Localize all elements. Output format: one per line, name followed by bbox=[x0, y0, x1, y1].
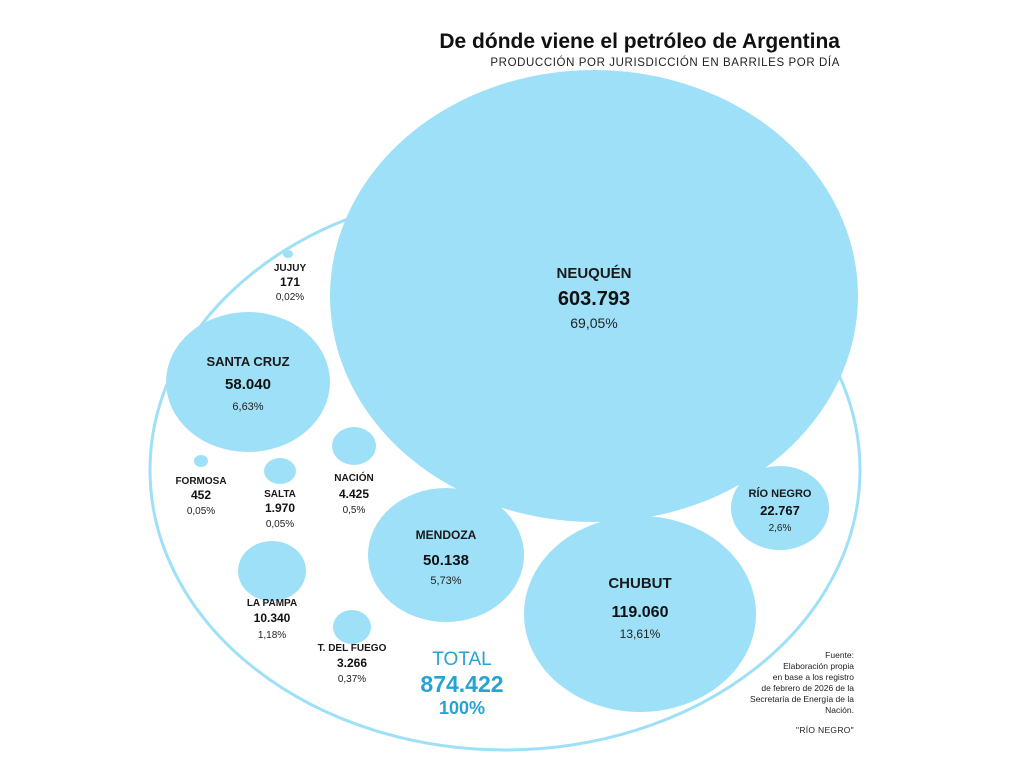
total-label: TOTAL bbox=[432, 649, 491, 670]
bubble-chubut bbox=[524, 516, 756, 712]
bubble-jujuy bbox=[283, 250, 293, 258]
bubble-neuquen bbox=[330, 70, 858, 522]
label-pct-mendoza: 5,73% bbox=[430, 575, 461, 587]
label-value-jujuy: 171 bbox=[280, 275, 300, 289]
label-pct-jujuy: 0,02% bbox=[276, 292, 304, 303]
label-name-neuquen: NEUQUÉN bbox=[556, 265, 631, 282]
source-line: Secretaría de Energía de la bbox=[750, 694, 854, 704]
label-name-jujuy: JUJUY bbox=[274, 263, 307, 274]
source-line: Fuente: bbox=[825, 650, 854, 660]
label-pct-salta: 0,05% bbox=[266, 519, 294, 530]
label-value-formosa: 452 bbox=[191, 488, 211, 502]
bubble-rionegro bbox=[731, 466, 829, 550]
label-name-mendoza: MENDOZA bbox=[416, 528, 477, 542]
label-pct-santacruz: 6,63% bbox=[232, 401, 263, 413]
label-pct-formosa: 0,05% bbox=[187, 506, 215, 517]
bubble-santacruz bbox=[166, 312, 330, 452]
bubble-tdelfuego bbox=[333, 610, 371, 644]
label-pct-chubut: 13,61% bbox=[620, 627, 661, 641]
label-name-rionegro: RÍO NEGRO bbox=[749, 487, 812, 500]
source-line: en base a los registro bbox=[772, 672, 854, 682]
bubble-salta bbox=[264, 458, 296, 484]
bubble-formosa bbox=[194, 455, 208, 467]
total-group: TOTAL 874.422 100% bbox=[420, 649, 503, 718]
source-line: Elaboración propia bbox=[783, 661, 854, 671]
label-name-tdelfuego: T. DEL FUEGO bbox=[318, 643, 387, 654]
label-name-nacion: NACIÓN bbox=[334, 471, 373, 484]
label-name-santacruz: SANTA CRUZ bbox=[206, 354, 289, 369]
total-value: 874.422 bbox=[420, 671, 503, 697]
label-value-mendoza: 50.138 bbox=[423, 552, 469, 569]
label-value-tdelfuego: 3.266 bbox=[337, 656, 367, 670]
label-value-santacruz: 58.040 bbox=[225, 376, 271, 393]
label-pct-neuquen: 69,05% bbox=[570, 315, 617, 331]
bubble-nacion bbox=[332, 427, 376, 465]
bubble-lapampa bbox=[238, 541, 306, 601]
source-tag: "RÍO NEGRO" bbox=[796, 725, 854, 735]
label-value-nacion: 4.425 bbox=[339, 487, 369, 501]
source-line: de febrero de 2026 de la bbox=[761, 683, 854, 693]
label-pct-rionegro: 2,6% bbox=[769, 523, 792, 534]
label-name-lapampa: LA PAMPA bbox=[247, 598, 297, 609]
label-pct-nacion: 0,5% bbox=[343, 505, 366, 516]
chart-title: De dónde viene el petróleo de Argentina bbox=[439, 30, 840, 53]
label-value-lapampa: 10.340 bbox=[254, 611, 291, 625]
total-pct: 100% bbox=[439, 698, 485, 718]
label-value-chubut: 119.060 bbox=[612, 604, 669, 621]
label-value-rionegro: 22.767 bbox=[760, 503, 800, 518]
labels-group: NEUQUÉN 603.793 69,05% CHUBUT 119.060 13,61% S… bbox=[175, 263, 811, 685]
chart-subtitle: PRODUCCIÓN POR JURISDICCIÓN EN BARRILES … bbox=[490, 57, 840, 69]
source-line: Nación. bbox=[825, 705, 854, 715]
label-name-chubut: CHUBUT bbox=[608, 575, 671, 592]
bubbles-group bbox=[166, 70, 858, 712]
label-name-salta: SALTA bbox=[264, 489, 296, 500]
source-note: Fuente: Elaboración propia en base a los… bbox=[694, 650, 854, 716]
label-value-neuquen: 603.793 bbox=[558, 288, 630, 310]
label-pct-tdelfuego: 0,37% bbox=[338, 674, 366, 685]
label-value-salta: 1.970 bbox=[265, 501, 295, 515]
bubble-mendoza bbox=[368, 488, 524, 622]
label-pct-lapampa: 1,18% bbox=[258, 630, 286, 641]
label-name-formosa: FORMOSA bbox=[175, 476, 226, 487]
